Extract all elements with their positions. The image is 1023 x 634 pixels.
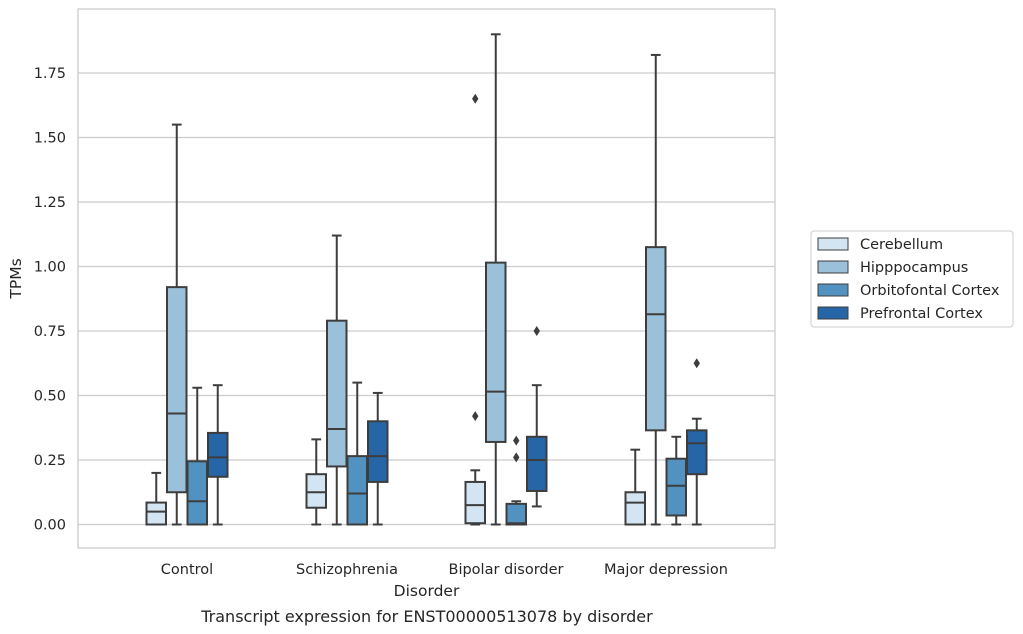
outlier-point: [472, 93, 479, 104]
box-hipppocampus: [166, 123, 188, 526]
outlier-point: [472, 411, 479, 422]
y-tick-label: 0.75: [34, 324, 66, 340]
box-iqr: [186, 460, 208, 526]
x-tick-label: Major depression: [604, 562, 728, 578]
box-orbitofontal-cortex: [505, 435, 527, 526]
box-orbitofontal-cortex: [346, 381, 368, 526]
grid-lines: [78, 72, 775, 526]
box-iqr: [326, 319, 348, 468]
outlier-point: [693, 358, 700, 369]
plot-area-frame: [77, 8, 776, 549]
box-iqr: [485, 261, 507, 443]
y-tick-label: 0.00: [34, 518, 66, 534]
x-tick-label: Bipolar disorder: [449, 562, 564, 578]
box-iqr: [305, 473, 327, 509]
legend-swatch: [817, 306, 849, 320]
y-tick-label: 1.75: [34, 66, 66, 82]
box-cerebellum: [624, 448, 646, 526]
box-iqr: [665, 457, 687, 517]
box-cerebellum: [305, 438, 327, 526]
box-iqr: [526, 435, 548, 492]
x-tick-label: Schizophrenia: [296, 562, 398, 578]
legend-frame: [810, 230, 1014, 328]
box-iqr: [645, 246, 667, 432]
y-tick-label: 0.50: [34, 389, 66, 405]
box-iqr: [145, 501, 167, 526]
box-iqr: [686, 429, 708, 476]
legend-item: Cerebellum: [817, 237, 943, 253]
box-iqr: [166, 286, 188, 494]
y-tick-label: 1.50: [34, 131, 66, 147]
box-hipppocampus: [645, 53, 667, 526]
box-prefrontal-cortex: [686, 358, 708, 526]
x-axis-label: Disorder: [394, 582, 460, 600]
box-hipppocampus: [326, 234, 348, 526]
box-iqr: [624, 491, 646, 526]
box-prefrontal-cortex: [367, 391, 389, 526]
y-tick-labels: 0.00 0.25 0.50 0.75 1.00 1.25 1.50 1.75: [34, 66, 66, 534]
legend-label: Prefrontal Cortex: [860, 306, 983, 322]
box-iqr: [346, 455, 368, 526]
box-iqr: [505, 502, 527, 526]
box-orbitofontal-cortex: [186, 386, 208, 526]
outlier-point: [513, 452, 520, 463]
box-prefrontal-cortex: [526, 326, 548, 508]
legend-label: Hipppocampus: [860, 260, 968, 276]
legend-swatch: [817, 237, 849, 251]
box-cerebellum: [464, 93, 486, 526]
y-axis-label: TPMs: [7, 258, 25, 299]
x-tick-labels: Control Schizophrenia Bipolar disorder Majo…: [161, 562, 728, 578]
legend: Cerebellum Hipppocampus Orbitofontal Corte…: [810, 230, 1014, 328]
box-hipppocampus: [485, 33, 507, 526]
legend-item: Hipppocampus: [817, 260, 968, 276]
box-iqr: [207, 431, 229, 478]
outlier-point: [513, 435, 520, 446]
chart-caption: Transcript expression for ENST0000051307…: [200, 607, 653, 626]
legend-item: Orbitofontal Cortex: [817, 283, 1000, 299]
y-tick-label: 1.25: [34, 195, 66, 211]
box-orbitofontal-cortex: [665, 435, 687, 526]
y-tick-label: 1.00: [34, 260, 66, 276]
legend-item: Prefrontal Cortex: [817, 306, 983, 322]
legend-label: Orbitofontal Cortex: [860, 283, 1000, 299]
legend-items: Cerebellum Hipppocampus Orbitofontal Corte…: [817, 237, 1000, 322]
box-prefrontal-cortex: [207, 384, 229, 526]
legend-label: Cerebellum: [860, 237, 943, 253]
box-iqr: [367, 420, 389, 483]
y-tick-label: 0.25: [34, 453, 66, 469]
box-layer: [145, 33, 708, 526]
box-cerebellum: [145, 471, 167, 526]
outlier-point: [533, 326, 540, 336]
legend-swatch: [817, 283, 849, 297]
box-iqr: [464, 480, 486, 525]
legend-swatch: [817, 260, 849, 274]
x-tick-label: Control: [161, 562, 213, 578]
